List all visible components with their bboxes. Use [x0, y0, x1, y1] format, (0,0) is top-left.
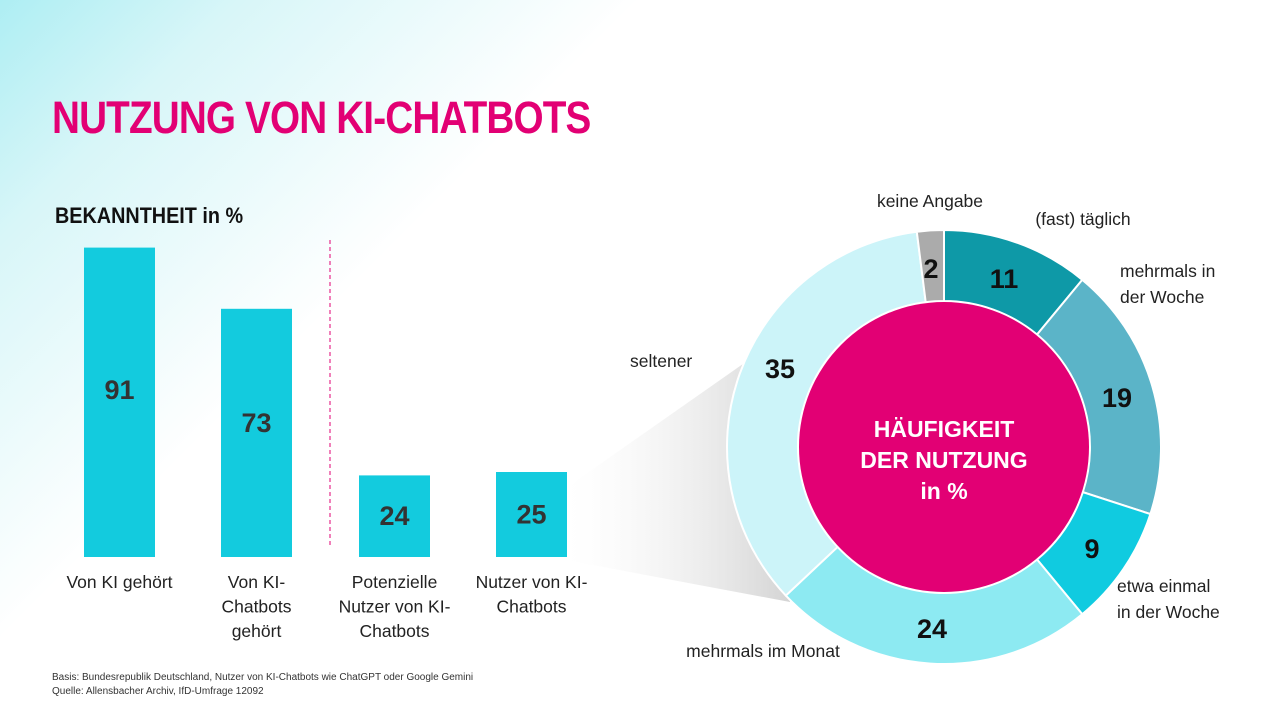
donut-center-label: HÄUFIGKEIT [874, 416, 1015, 442]
donut-center-label: in % [920, 478, 967, 504]
bar-1 [84, 247, 155, 557]
donut-value-label: 35 [765, 354, 795, 384]
bar-value-label: 73 [241, 408, 271, 438]
donut-slice-label: mehrmals im Monat [686, 641, 840, 661]
bar-value-label: 25 [516, 500, 546, 530]
bar-chart: 91 Von KI gehört 73 Von KI- Chatbots gehört 24… [66, 247, 588, 641]
bar-category-label: Chatbots [221, 597, 291, 617]
donut-slice-label: seltener [630, 351, 692, 371]
bar-category-label: Nutzer von KI- [476, 572, 588, 592]
donut-center-label: DER NUTZUNG [860, 447, 1027, 473]
donut-slice-label: etwa einmal [1117, 576, 1210, 596]
donut-slice-label: keine Angabe [877, 191, 983, 211]
footnote-basis: Basis: Bundesrepublik Deutschland, Nutze… [52, 672, 474, 683]
donut-value-label: 24 [917, 614, 947, 644]
donut-center [799, 302, 1089, 592]
donut-value-label: 11 [990, 264, 1019, 294]
donut-slice-label: in der Woche [1117, 602, 1220, 622]
bar-category-label: Chatbots [496, 597, 566, 617]
donut-value-label: 2 [923, 254, 938, 284]
donut-slice-label: mehrmals in [1120, 261, 1215, 281]
bar-category-label: Potenzielle [352, 572, 438, 592]
bar-4 [496, 472, 567, 557]
page-title: NUTZUNG VON KI-CHATBOTS [52, 92, 591, 143]
donut-value-label: 9 [1084, 534, 1099, 564]
donut-slice-label: (fast) täglich [1035, 209, 1130, 229]
donut-slice-5 [726, 230, 927, 597]
footnote-source: Quelle: Allensbacher Archiv, IfD-Umfrage… [52, 686, 264, 697]
bar-category-label: Nutzer von KI- [339, 597, 451, 617]
bar-category-label: Chatbots [359, 621, 429, 641]
donut-value-label: 19 [1102, 383, 1132, 413]
bar-chart-heading: BEKANNTHEIT in % [55, 203, 244, 228]
bar-category-label: Von KI- [228, 572, 286, 592]
bar-category-label: gehört [232, 621, 282, 641]
donut-slice-label: der Woche [1120, 287, 1204, 307]
donut-slice-4 [784, 545, 1084, 665]
bar-value-label: 91 [104, 375, 134, 405]
bar-2 [221, 308, 292, 557]
donut-slice-6 [915, 228, 945, 304]
donut-chart: HÄUFIGKEIT DER NUTZUNG in % 11 (fast) täglic… [630, 191, 1220, 665]
bar-category-label: Von KI gehört [66, 572, 172, 592]
bar-3 [359, 475, 430, 557]
bar-value-label: 24 [379, 501, 409, 531]
